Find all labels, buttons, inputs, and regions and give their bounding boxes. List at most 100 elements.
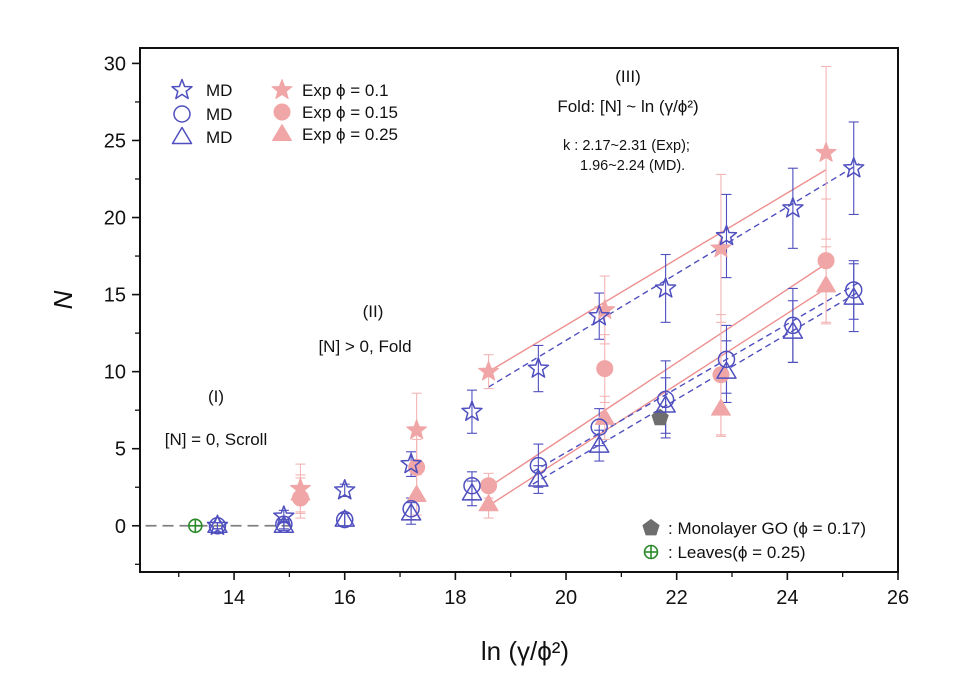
region-3-text: Fold: [N] ~ ln (γ/ϕ²)	[557, 97, 698, 116]
point-md-star-5	[527, 357, 550, 378]
fit-line-1	[488, 263, 827, 488]
point-md-triangle-8	[716, 361, 737, 379]
point-md-triangle-0	[207, 515, 228, 534]
slope-range-exp: k : 2.17~2.31 (Exp);	[563, 138, 690, 154]
point-exp-0-1-4	[710, 237, 732, 258]
legend-md-circle-icon	[173, 105, 191, 123]
point-md-star-10	[843, 156, 865, 178]
point-md-triangle-7	[655, 395, 676, 413]
point-md-triangle-6	[588, 435, 610, 453]
region-2-text: [N] > 0, Fold	[318, 337, 411, 356]
y-tick-label-5: 5	[115, 439, 126, 461]
legend-exp-triangle-icon-shape	[272, 124, 292, 141]
x-tick-label-16: 16	[334, 587, 356, 609]
point-md-star-9	[782, 197, 804, 218]
point-exp-0-1-2	[478, 360, 500, 381]
x-tick-label-24: 24	[776, 587, 798, 609]
legend-special: : Monolayer GO (ϕ = 0.17) : Leaves(ϕ = 0…	[642, 519, 866, 562]
point-md-star-7	[654, 277, 677, 298]
point-md-circle-4	[463, 476, 481, 495]
point-md-circle-7	[656, 390, 675, 409]
point-exp-0-15-3	[596, 360, 614, 378]
point-exp-0-15-4	[712, 366, 730, 384]
point-exp-0-25-3	[594, 407, 615, 425]
legend-leaves-label: : Leaves(ϕ = 0.25)	[668, 543, 806, 562]
fit-line-4	[532, 281, 860, 473]
legend-md-star-icon-shape	[171, 78, 193, 100]
point-exp-0-15-2	[480, 477, 498, 495]
y-axis-label: N	[48, 290, 78, 309]
point-exp-0-1-5	[815, 141, 837, 162]
point-exp-0-1-1	[406, 419, 428, 440]
legend-md-star-label: MD	[206, 81, 232, 100]
legend-md-star-icon	[171, 78, 193, 100]
data-markers	[188, 141, 865, 536]
point-leaves-0	[188, 518, 203, 534]
x-tick-label-20: 20	[555, 587, 577, 609]
region-2-title: (II)	[363, 302, 384, 321]
point-md-triangle-4	[461, 483, 483, 501]
point-md-circle-2	[335, 510, 354, 529]
fit-line-3	[488, 162, 860, 388]
point-md-circle-3	[402, 500, 420, 518]
point-md-circle-9	[784, 316, 802, 335]
legend-monolayer-icon-shape	[642, 519, 660, 536]
point-md-star-8	[715, 224, 738, 246]
legend-leaves-icon-shape	[643, 544, 659, 560]
x-axis-label: ln (γ/ϕ²)	[481, 636, 569, 666]
legend-exp-triangle-icon	[272, 124, 292, 141]
legend-exp-circle-icon	[273, 103, 291, 121]
y-tick-label-15: 15	[104, 285, 126, 307]
legend-md-triangle-icon-shape	[171, 126, 193, 145]
point-exp-0-25-2	[478, 494, 499, 512]
point-md-circle-10	[844, 281, 863, 299]
legend-exp-star-icon-shape	[271, 79, 293, 99]
point-md-triangle-10	[843, 287, 864, 305]
legend-exp-triangle-label: Exp ϕ = 0.25	[302, 125, 398, 144]
plot-frame	[139, 47, 899, 573]
legend-monolayer-label: : Monolayer GO (ϕ = 0.17)	[668, 519, 866, 538]
point-md-star-2	[333, 479, 356, 500]
point-md-star-6	[588, 304, 610, 326]
legend-leaves-icon	[643, 544, 659, 560]
legend-exp-star-icon	[271, 79, 293, 99]
x-tick-label-14: 14	[223, 587, 245, 609]
y-tick-label-10: 10	[104, 362, 126, 384]
y-tick-label-25: 25	[104, 130, 126, 152]
region-3-title: (III)	[615, 67, 641, 86]
slope-range-md: 1.96~2.24 (MD).	[580, 158, 685, 174]
point-monolayer-go-0	[651, 408, 669, 426]
fit-line-0	[488, 169, 827, 373]
axis-ticks: 14 16 18 20 22 24 26 0 5 10 15 20 25 30	[104, 53, 909, 609]
fit-line-5	[532, 290, 860, 485]
point-md-triangle-5	[528, 469, 549, 487]
x-tick-label-26: 26	[887, 587, 909, 609]
point-md-triangle-9	[782, 321, 804, 339]
y-tick-label-0: 0	[115, 516, 126, 538]
point-exp-0-15-1	[408, 458, 426, 476]
legend-md-circle-label: MD	[206, 105, 232, 124]
point-md-star-4	[461, 400, 483, 421]
point-md-circle-6	[590, 418, 608, 436]
point-md-star-1	[273, 505, 295, 526]
region-1-title: (I)	[208, 387, 224, 406]
point-md-circle-5	[529, 456, 548, 475]
point-md-triangle-3	[400, 503, 422, 521]
legend-md-circle-icon-shape	[173, 105, 191, 123]
legend-monolayer-icon	[642, 519, 660, 536]
legend-md-triangle-label: MD	[206, 128, 232, 147]
region-1-text: [N] = 0, Scroll	[165, 430, 268, 449]
y-tick-label-20: 20	[104, 208, 126, 230]
point-exp-0-1-3	[594, 299, 616, 319]
point-exp-0-25-4	[710, 398, 731, 416]
point-md-triangle-1	[273, 515, 295, 534]
point-md-triangle-2	[334, 509, 355, 527]
legend-exp-star-label: Exp ϕ = 0.1	[302, 81, 389, 100]
x-tick-label-18: 18	[444, 587, 466, 609]
point-exp-0-25-1	[406, 484, 427, 502]
legend: MD MD MD Exp ϕ = 0.1 Exp ϕ = 0.15 Exp ϕ …	[171, 78, 398, 147]
fit-lines	[145, 162, 860, 527]
point-exp-0-25-0	[290, 483, 311, 501]
legend-md-triangle-icon	[171, 126, 193, 145]
